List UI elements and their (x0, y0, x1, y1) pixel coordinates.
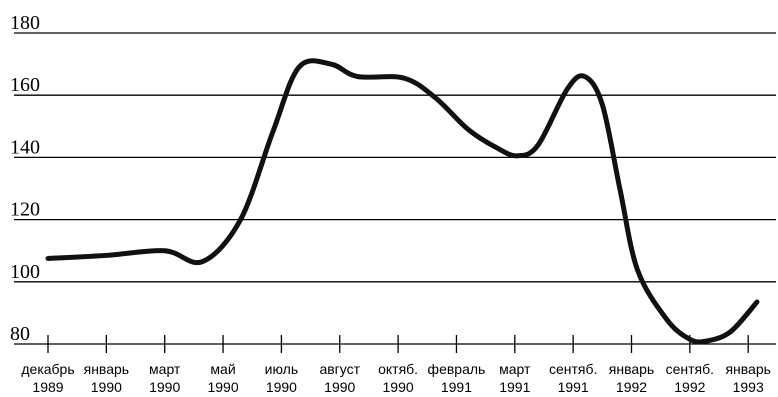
x-tick-label: июль 1990 (265, 361, 298, 395)
x-tick-label: сентяб. 1992 (666, 361, 714, 395)
x-tick-label: март 1990 (149, 361, 181, 395)
series-line (45, 58, 760, 345)
x-tick-label: сентяб. 1991 (549, 361, 597, 395)
grid-lines (14, 32, 776, 345)
x-tick-label: январь 1992 (609, 361, 654, 395)
x-tick-label: январь 1990 (84, 361, 129, 395)
x-tick-label: май 1990 (207, 361, 238, 395)
y-tick-label: 120 (10, 199, 40, 221)
y-tick-label: 160 (10, 74, 40, 96)
x-tick-label: март 1991 (499, 361, 531, 395)
x-tick-label: август 1990 (319, 361, 360, 395)
x-tick-label: февраль 1991 (428, 361, 486, 395)
x-tick-label: декабрь 1989 (21, 361, 74, 395)
x-tick-label: январь 1993 (725, 361, 770, 395)
y-tick-label: 80 (10, 323, 30, 345)
y-axis-tick-labels: 180 160 140 120 100 80 (10, 12, 40, 345)
x-axis-tick-labels: декабрь 1989 январь 1990 март 1990 май 1990 июль… (21, 361, 771, 395)
y-tick-label: 180 (10, 12, 40, 34)
y-tick-label: 100 (10, 261, 40, 283)
y-tick-label: 140 (10, 136, 40, 158)
x-axis (47, 335, 749, 353)
x-tick-label: октяб. 1990 (378, 361, 418, 395)
